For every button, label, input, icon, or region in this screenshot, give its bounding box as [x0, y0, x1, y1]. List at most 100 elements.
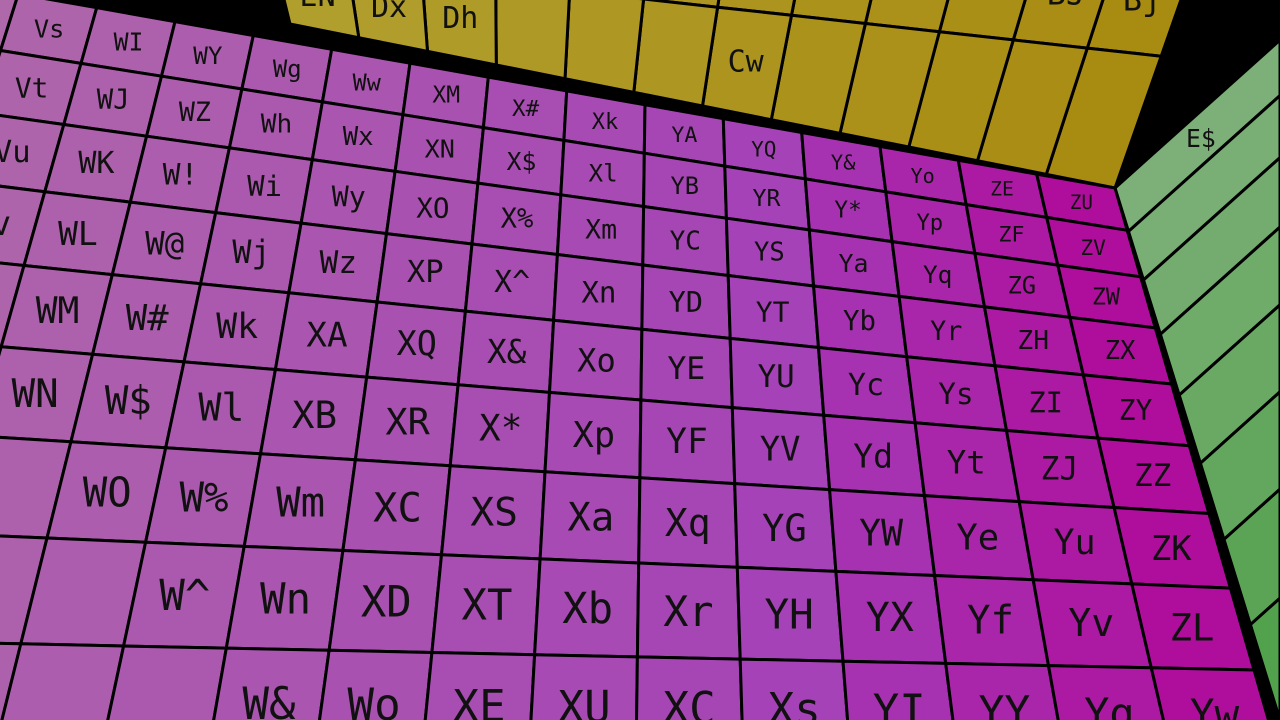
back-wall-tile-label: EN [300, 0, 336, 14]
floor-tile-label: Wl [198, 386, 244, 431]
back-wall-tile [632, 0, 720, 108]
floor-tile-label: Ya [839, 249, 869, 278]
floor-tile-label: Yg [1084, 689, 1135, 720]
back-wall-tile [282, 0, 361, 40]
floor-tile-label: YH [764, 591, 813, 639]
floor-tile-label: Wi [247, 169, 282, 203]
floor-tile-label: XN [425, 135, 455, 164]
floor-tile-label: YB [671, 172, 700, 200]
floor-tile-label: Y& [831, 150, 856, 174]
floor-tile-label: Xq [665, 501, 711, 545]
floor-tile-label: Yf [967, 599, 1014, 644]
floor-tile-label: XE [453, 681, 506, 720]
floor-tile-label: XC [373, 484, 422, 532]
floor-tile-label: Yp [916, 210, 943, 236]
floor-tile-label: ZK [1151, 529, 1192, 568]
floor-tile-label: Xb [562, 584, 613, 633]
floor-tile [212, 646, 331, 720]
floor-tile-label: X# [512, 96, 540, 122]
floor-tile-label: XS [470, 490, 518, 536]
floor-tile-label: Ye [956, 518, 999, 559]
right-wall-tile [1127, 94, 1280, 282]
floor-tile-label: Yc [848, 368, 884, 403]
floor-tile-label: YC [670, 226, 701, 256]
floor-tile-label: ZG [1007, 272, 1036, 300]
floor-tile-label: Y* [834, 198, 861, 224]
floor-tile-label: Vv [0, 204, 11, 243]
floor-tile [635, 655, 744, 720]
floor-tile-label: XB [292, 393, 337, 437]
floor-tile [317, 648, 434, 720]
floor-tile-label: Wx [343, 122, 374, 152]
floor-tile-label: YR [753, 185, 781, 212]
floor-tile-label: ZH [1017, 326, 1049, 356]
floor-tile [0, 642, 126, 720]
floor-tile-label: YF [666, 422, 708, 462]
right-wall-tile [1142, 156, 1280, 336]
floor-tile-label: ZW [1092, 283, 1121, 310]
floor-tile-label: XU [558, 682, 611, 720]
floor-tile-label: Yu [1054, 523, 1096, 563]
floor-tile-label: X% [501, 204, 534, 235]
floor-tile-label: XP [407, 255, 444, 290]
floor-tile-label: XM [432, 83, 460, 109]
floor-tile-label: W^ [159, 571, 210, 620]
back-wall-tile-label: BJ [1047, 0, 1085, 12]
floor-tile-label: XD [361, 578, 412, 627]
floor-tile-label: YI [873, 686, 926, 720]
floor-tile-label: Xo [577, 342, 616, 380]
floor-tile-label: YU [758, 359, 795, 395]
floor-tile-label: ZU [1070, 191, 1093, 214]
floor-tile-label: Xr [663, 587, 713, 636]
floor-tile-label: Wg [273, 55, 302, 83]
floor-tile-label: WY [193, 41, 223, 70]
floor-tile-label: YE [667, 351, 705, 387]
floor-tile-label: Wy [332, 180, 366, 213]
floor-tile-label: WZ [179, 97, 211, 128]
floor-tile [106, 644, 228, 720]
floor-tile-label: W$ [105, 379, 152, 424]
floor-tile-label: Yw [1190, 690, 1240, 720]
floor-tile-label: ZI [1028, 385, 1063, 419]
floor-tile-label: XR [385, 400, 430, 443]
floor-tile-label: Xl [589, 160, 618, 188]
floor-tile-label: WJ [97, 85, 130, 116]
floor-tile-label: ZV [1080, 235, 1106, 260]
floor-tile-label: Yb [843, 306, 876, 337]
floor-tile-label: Yo [910, 164, 934, 188]
floor-tile-label: XO [416, 192, 449, 225]
back-wall-tile [494, 0, 571, 81]
floor-tile-label: Ys [938, 377, 973, 411]
floor-tile-label: YX [866, 595, 914, 641]
floor-tile-label: ZL [1169, 605, 1214, 649]
floor-tile-label: ZX [1105, 336, 1136, 366]
right-wall-tile [1248, 596, 1280, 720]
floor-tile-label: WK [78, 146, 114, 181]
back-wall-tile-label: Bs [971, 0, 1009, 7]
floor-tile [944, 661, 1060, 720]
floor-tile-label: ZY [1119, 394, 1153, 427]
floor-tile-label: WN [12, 372, 59, 417]
floor-tile-label: YW [859, 512, 903, 555]
floor-tile-label: Wn [260, 574, 311, 623]
floor-tile-label: Wj [232, 235, 270, 271]
floor-tile [1047, 664, 1165, 720]
right-wall-tile [1198, 390, 1280, 541]
floor-tile-label: Yd [853, 436, 893, 475]
floor-tile-label: YQ [751, 137, 776, 162]
floor-tile-label: Xp [573, 415, 616, 456]
back-wall-tile-label: Cw [728, 45, 765, 80]
floor-tile-label: Xm [585, 215, 617, 246]
floor-tile-label: XT [462, 581, 513, 630]
floor-tile-label: Ww [353, 68, 382, 96]
floor-tile-label: Wh [261, 110, 293, 140]
floor-tile-label: WM [36, 289, 80, 332]
floor-tile-label: W& [242, 679, 296, 720]
floor-tile-label: WL [58, 214, 98, 253]
back-wall-tile-label: Bj [1123, 0, 1161, 18]
floor-tile-label: WI [114, 28, 144, 57]
floor-tile-label: YA [671, 123, 697, 148]
floor-tile-label: YD [669, 285, 703, 319]
